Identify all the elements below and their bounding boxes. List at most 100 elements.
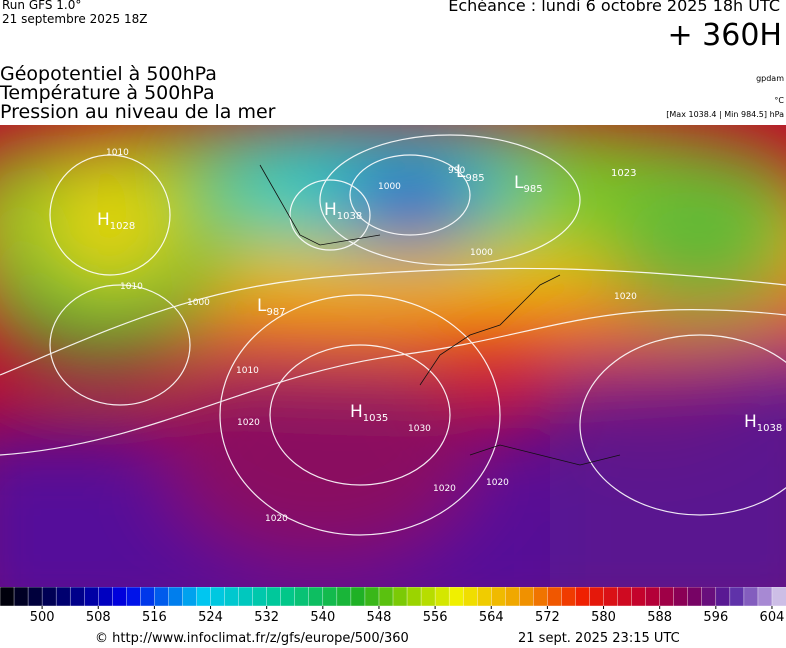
tick-label: 564 <box>479 610 504 623</box>
tick-label: 532 <box>254 610 279 623</box>
tick-label: 508 <box>86 610 111 623</box>
tick-label: 596 <box>703 610 728 623</box>
color-swatch <box>757 587 773 607</box>
color-swatch <box>196 587 212 607</box>
tick-label: 572 <box>535 610 560 623</box>
color-swatch <box>715 587 731 607</box>
color-swatch <box>406 587 422 607</box>
color-swatch <box>631 587 647 607</box>
tick-label: 524 <box>198 610 223 623</box>
valid-time: Echéance : lundi 6 octobre 2025 18h UTC <box>448 0 780 15</box>
color-swatch <box>140 587 156 607</box>
color-swatch <box>69 587 85 607</box>
colorbar: 500 508 516 524 532 540 548 556 564 572 580 588 596 6… <box>0 587 786 623</box>
isobar-label: 1000 <box>378 182 401 192</box>
color-swatch <box>27 587 43 607</box>
color-swatch <box>84 587 99 607</box>
isobar-label: 1000 <box>470 248 493 258</box>
color-swatch <box>743 587 759 607</box>
color-swatch <box>13 587 29 607</box>
generated-time: 21 sept. 2025 23:15 UTC <box>518 631 680 646</box>
isobar-label: 1020 <box>433 484 456 494</box>
run-date: 21 septembre 2025 18Z <box>2 12 148 26</box>
run: Run GFS 1.0° <box>2 0 82 12</box>
unit: gpdam <box>756 74 784 83</box>
color-swatch <box>364 587 380 607</box>
color-swatch <box>294 587 310 607</box>
color-swatch <box>673 587 689 607</box>
color-swatch <box>561 587 577 607</box>
color-swatch <box>280 587 296 607</box>
field-title: Température à 500hPa <box>0 82 215 104</box>
color-swatch <box>210 587 226 607</box>
color-swatch <box>378 587 394 607</box>
tick-label: 500 <box>30 610 55 623</box>
color-swatch <box>505 587 521 607</box>
color-swatch <box>603 587 619 607</box>
pressure-system: 1023 <box>611 168 636 179</box>
isobar-label: 1000 <box>187 298 210 308</box>
color-swatch <box>336 587 352 607</box>
color-swatch <box>491 587 506 607</box>
color-swatch <box>168 587 184 607</box>
isobar-label: 1020 <box>237 418 260 428</box>
tick-label: 588 <box>647 610 672 623</box>
color-swatch <box>350 587 366 607</box>
color-swatch <box>420 587 436 607</box>
color-swatch <box>462 587 478 607</box>
tick-label: 540 <box>310 610 335 623</box>
color-swatch <box>0 587 15 607</box>
color-swatch <box>589 587 605 607</box>
color-swatch <box>55 587 71 607</box>
color-swatch <box>519 587 535 607</box>
isobar-label: 990 <box>448 166 465 176</box>
color-swatch <box>687 587 703 607</box>
lead-time: + 360H <box>667 18 783 53</box>
color-swatch <box>322 587 338 607</box>
color-swatch <box>547 587 563 607</box>
isobar-label: 1020 <box>265 514 288 524</box>
field <box>0 125 786 587</box>
pressure-system: L987 <box>257 296 286 318</box>
isobar-label: 1010 <box>120 282 143 292</box>
color-swatch <box>533 587 549 607</box>
map: H1028 H1038 L985 L985 1023 L987 H1035 H1038 1010… <box>0 125 786 587</box>
color-swatch <box>112 587 128 607</box>
color-swatch <box>729 587 745 607</box>
source: © http://www.infoclimat.fr/z/gfs/europe/… <box>95 631 409 646</box>
color-swatch <box>434 587 450 607</box>
isobar-label: 1010 <box>236 366 259 376</box>
pressure-system: H1035 <box>350 402 388 424</box>
color-swatch <box>617 587 633 607</box>
color-swatch <box>266 587 282 607</box>
color-swatch <box>771 587 786 607</box>
pressure-system: H1038 <box>324 200 362 222</box>
color-swatch <box>126 587 142 607</box>
pressure-system: L985 <box>514 173 543 195</box>
color-swatch <box>392 587 408 607</box>
tick-label: 604 <box>760 610 785 623</box>
color-swatch <box>308 587 324 607</box>
tick-label: 516 <box>142 610 167 623</box>
color-swatch <box>701 587 717 607</box>
color-swatch <box>238 587 254 607</box>
isobar-label: 1020 <box>614 292 637 302</box>
color-swatch <box>645 587 661 607</box>
color-swatch <box>252 587 268 607</box>
color-swatch <box>41 587 57 607</box>
pressure-system: L985 <box>456 162 485 184</box>
tick-label: 548 <box>367 610 392 623</box>
color-swatch <box>224 587 240 607</box>
color-swatch <box>659 587 675 607</box>
color-swatch <box>154 587 170 607</box>
pressure-system: H1038 <box>744 412 782 434</box>
color-swatch <box>448 587 464 607</box>
isobar-label: 1020 <box>486 478 509 488</box>
isobar-label: 1010 <box>106 148 129 158</box>
unit: [Max 1038.4 | Min 984.5] hPa <box>666 110 784 119</box>
color-swatch <box>182 587 198 607</box>
pressure-system: H1028 <box>97 210 135 232</box>
color-swatch <box>575 587 591 607</box>
unit: °C <box>774 96 784 105</box>
